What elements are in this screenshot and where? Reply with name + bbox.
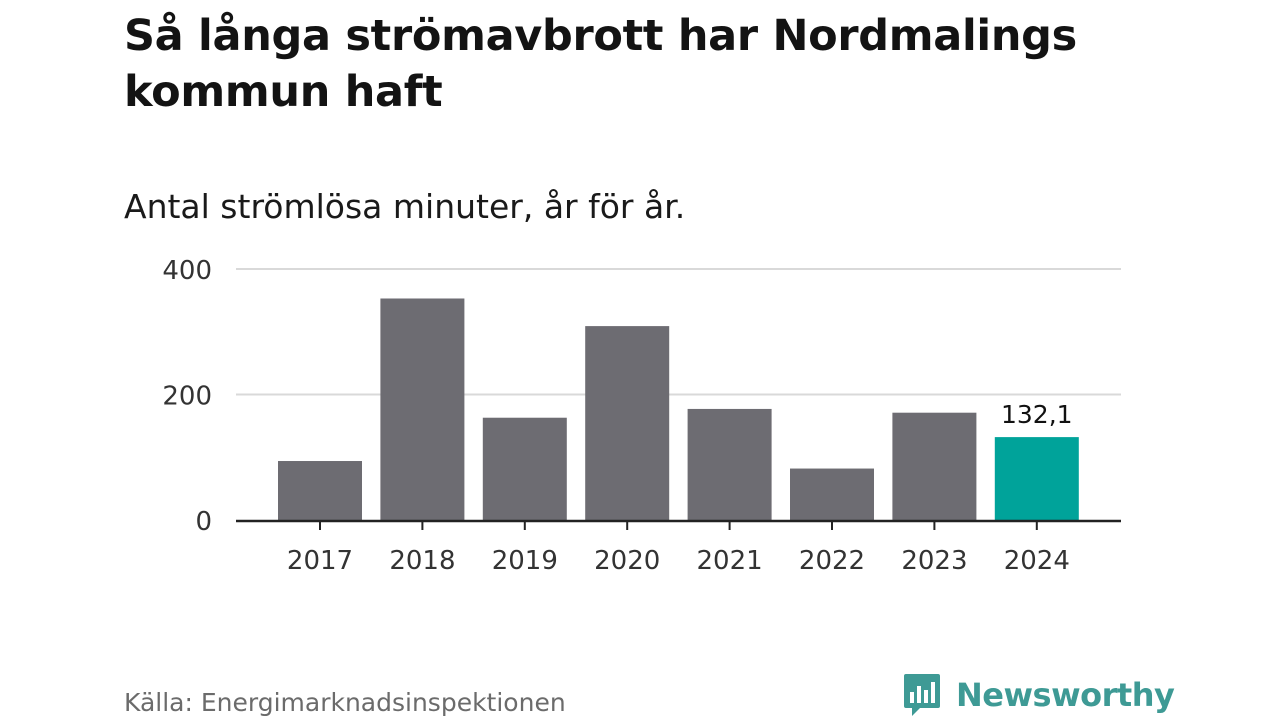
x-tick-label: 2021 bbox=[697, 546, 763, 576]
source-note: Källa: Energimarknadsinspektionen bbox=[124, 688, 566, 717]
chart-subtitle: Antal strömlösa minuter, år för år. bbox=[124, 187, 686, 226]
bar-2018 bbox=[380, 298, 465, 520]
bar-2022 bbox=[790, 468, 874, 520]
brand-name: Newsworthy bbox=[956, 676, 1175, 714]
newsworthy-logo: Newsworthy bbox=[902, 671, 1175, 719]
x-tick-label: 2019 bbox=[492, 546, 558, 576]
bar-2017 bbox=[278, 461, 362, 520]
bar-chart-speech-bubble-icon bbox=[904, 674, 940, 716]
x-tick-label: 2018 bbox=[389, 546, 455, 576]
x-tick-label: 2022 bbox=[799, 546, 865, 576]
y-tick-label: 400 bbox=[162, 256, 212, 286]
bar-2019 bbox=[482, 417, 567, 520]
x-tick-label: 2023 bbox=[901, 546, 967, 576]
bar-2024 bbox=[994, 437, 1079, 520]
y-tick-label: 0 bbox=[195, 507, 212, 537]
x-tick-label: 2024 bbox=[1004, 546, 1070, 576]
bar-2020 bbox=[585, 326, 670, 520]
x-tick-label: 2017 bbox=[287, 546, 353, 576]
bar-2021 bbox=[687, 408, 772, 520]
data-label: 132,1 bbox=[1001, 400, 1073, 429]
bar-2023 bbox=[892, 412, 977, 520]
chart-title: Så långa strömavbrott har Nordmalings ko… bbox=[124, 11, 1077, 117]
x-tick-label: 2020 bbox=[594, 546, 660, 576]
y-tick-label: 200 bbox=[162, 382, 212, 412]
